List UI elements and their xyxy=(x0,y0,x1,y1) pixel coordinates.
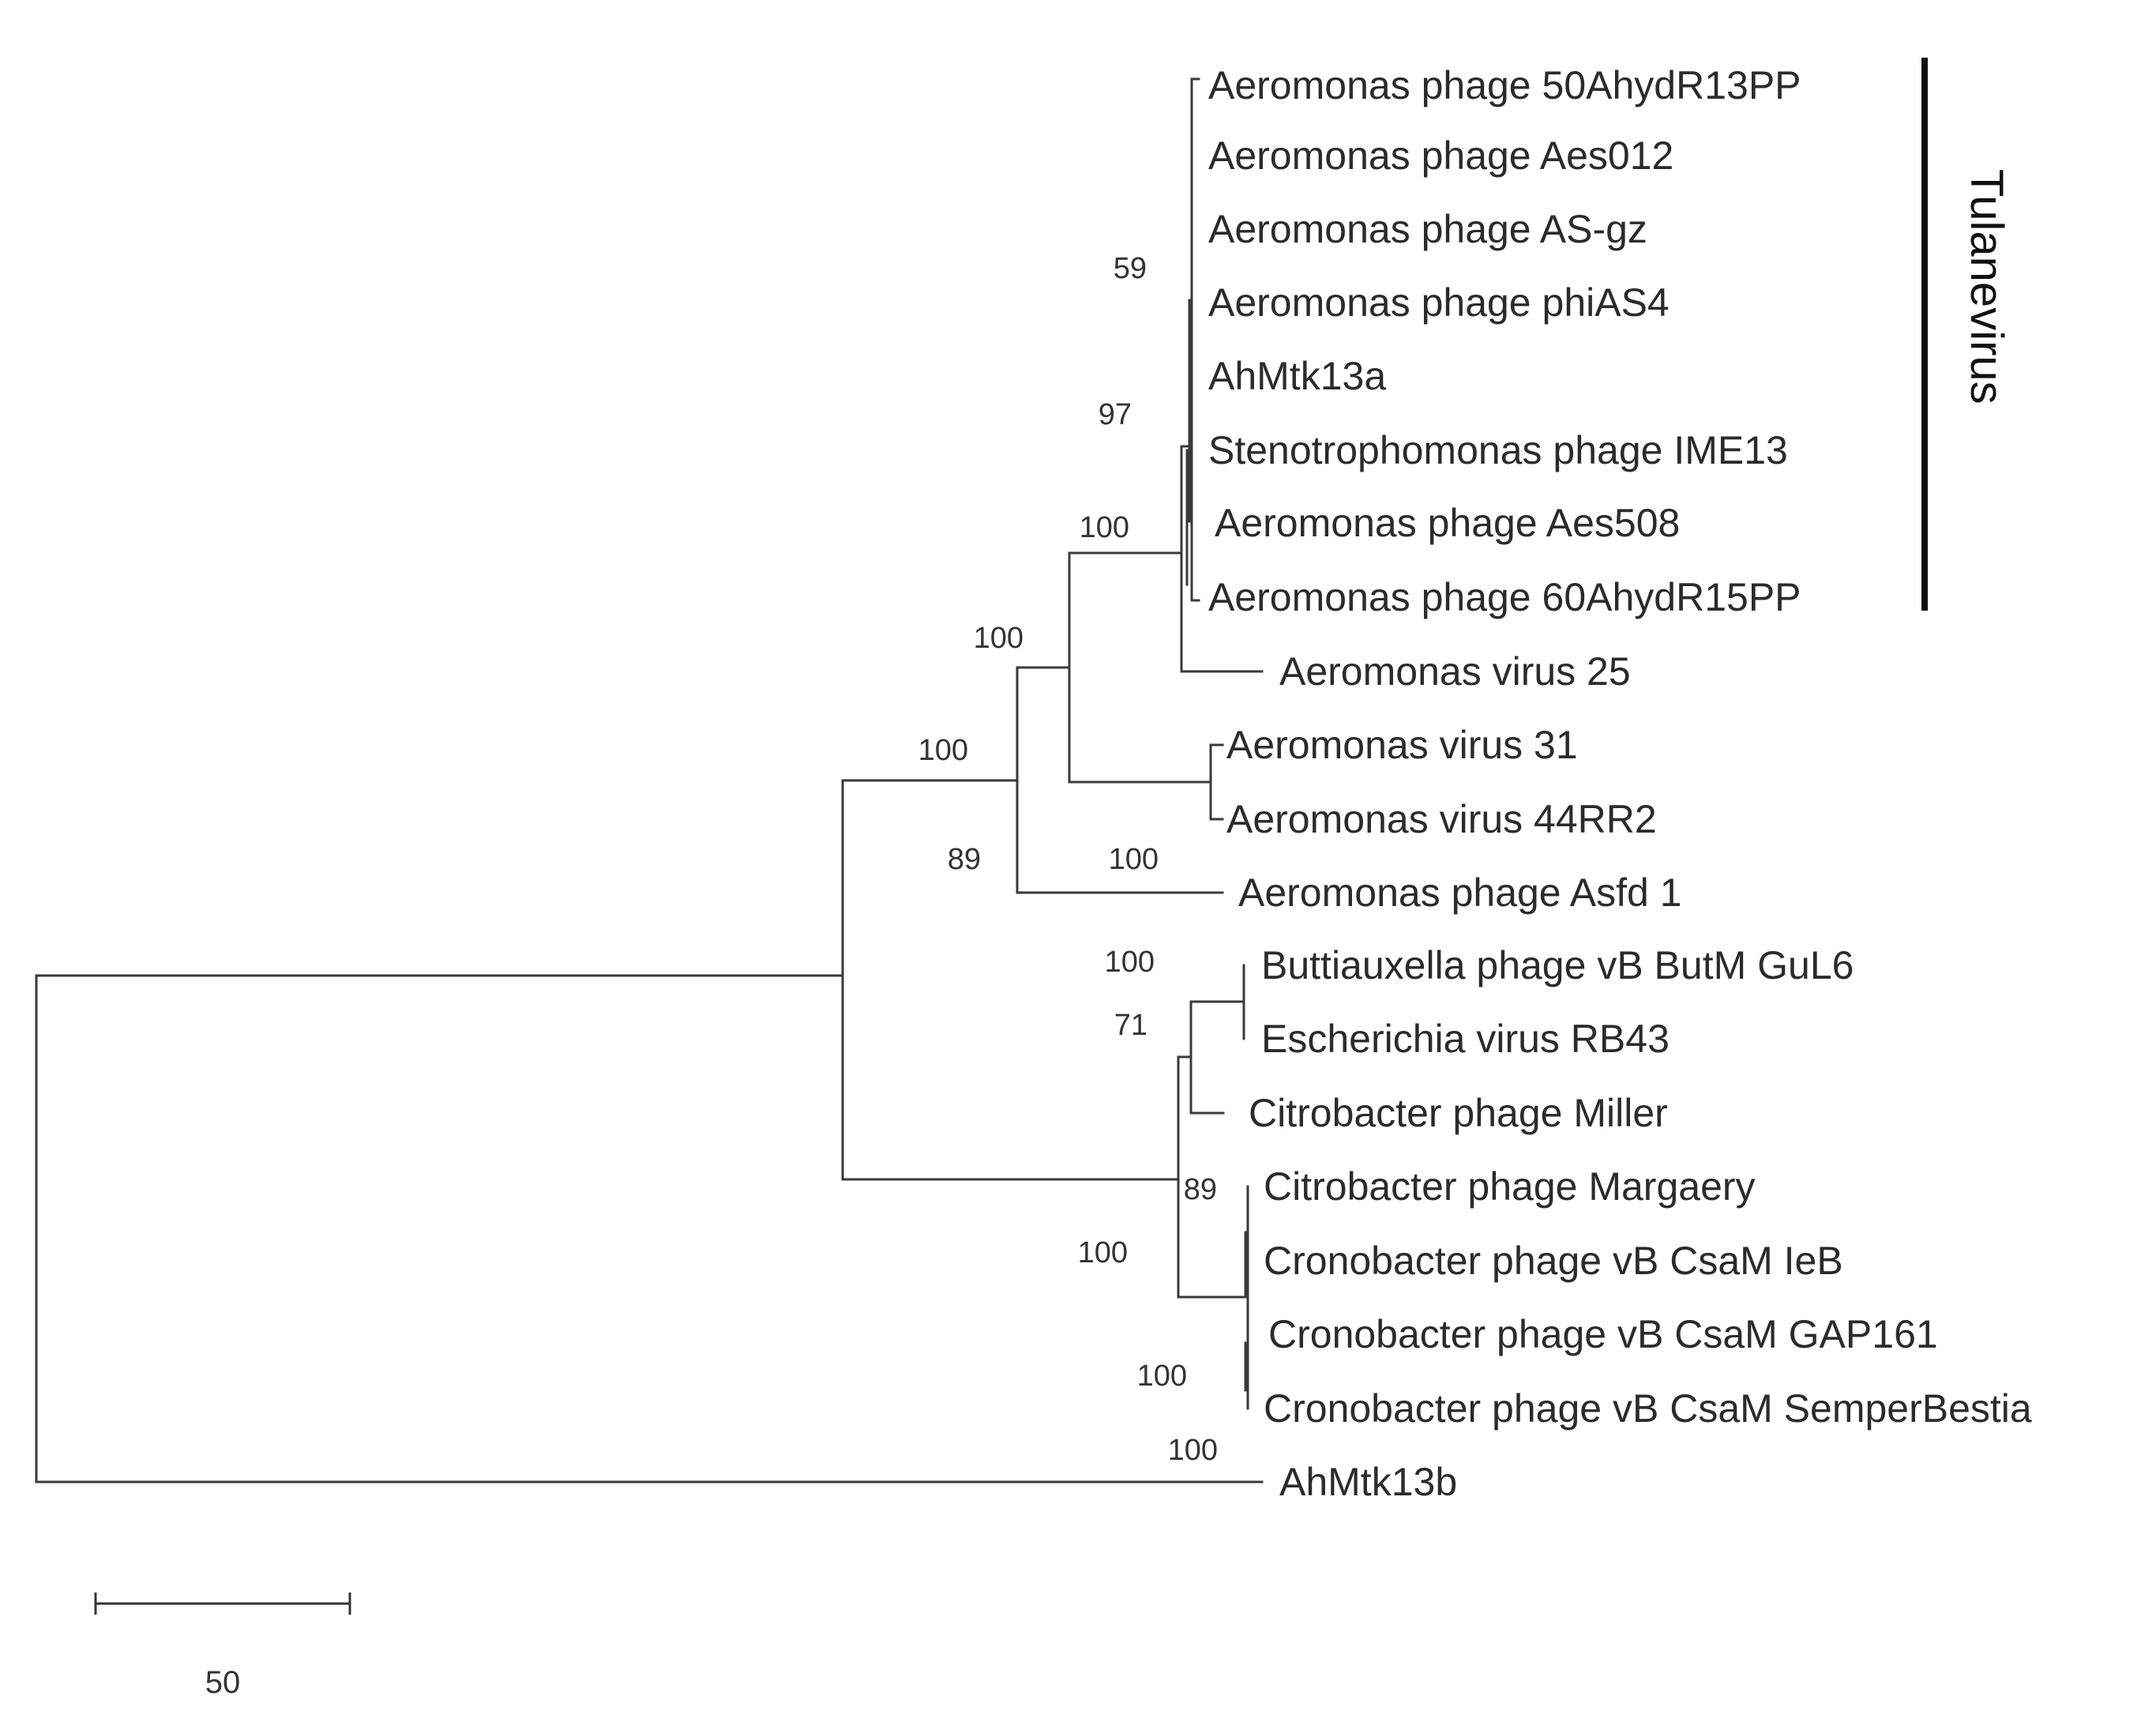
leaf-label-aeromonas-phage-phias4: Aeromonas phage phiAS4 xyxy=(1208,280,1670,325)
tree-branches xyxy=(35,77,1264,1483)
support-value: 100 xyxy=(918,734,968,767)
support-value: 100 xyxy=(974,622,1024,655)
leaf-label-aeromonas-phage-asfd-1: Aeromonas phage Asfd 1 xyxy=(1238,871,1682,915)
leaf-label-cronobacter-phage-vb-csam-ieb: Cronobacter phage vB CsaM IeB xyxy=(1264,1239,1843,1283)
support-value: 97 xyxy=(1099,398,1132,431)
support-value: 100 xyxy=(1080,511,1129,544)
support-value: 100 xyxy=(1105,946,1155,979)
leaf-label-cronobacter-phage-vb-csam-semperbestia: Cronobacter phage vB CsaM SemperBestia xyxy=(1264,1386,2032,1431)
scale-bar-label: 50 xyxy=(205,1665,241,1700)
leaf-label-citrobacter-phage-miller: Citrobacter phage Miller xyxy=(1249,1091,1668,1135)
leaf-label-aeromonas-phage-aes012: Aeromonas phage Aes012 xyxy=(1208,133,1673,178)
support-value: 71 xyxy=(1114,1009,1147,1042)
support-value: 59 xyxy=(1114,252,1147,285)
leaf-label-aeromonas-phage-50ahydr13pp: Aeromonas phage 50AhydR13PP xyxy=(1208,63,1801,107)
scale-bar: 50 xyxy=(94,1593,351,1700)
support-value: 100 xyxy=(1078,1236,1128,1269)
support-value: 100 xyxy=(1137,1359,1187,1393)
support-value: 89 xyxy=(948,843,981,876)
leaf-label-buttiauxella-phage-vb-butm-gul6: Buttiauxella phage vB ButM GuL6 xyxy=(1261,943,1854,987)
leaf-label-aeromonas-virus-44rr2: Aeromonas virus 44RR2 xyxy=(1226,797,1657,841)
support-values: 59 97 100 100 100 100 100 71 89 100 100 100 89 xyxy=(918,252,1218,1467)
leaf-label-aeromonas-virus-31: Aeromonas virus 31 xyxy=(1226,723,1578,767)
leaf-label-aeromonas-phage-as-gz: Aeromonas phage AS-gz xyxy=(1208,207,1647,251)
leaf-label-citrobacter-phage-margaery: Citrobacter phage Margaery xyxy=(1264,1164,1756,1209)
leaf-label-stenotrophomonas-phage-ime13: Stenotrophomonas phage IME13 xyxy=(1208,428,1788,472)
leaf-label-aeromonas-phage-aes508: Aeromonas phage Aes508 xyxy=(1215,501,1680,545)
support-value: 89 xyxy=(1184,1173,1217,1206)
leaf-label-escherichia-virus-rb43: Escherichia virus RB43 xyxy=(1261,1017,1670,1061)
clade-label: Tulanevirus xyxy=(1961,169,2012,404)
leaf-labels: Aeromonas phage 50AhydR13PP Aeromonas pha… xyxy=(1208,63,2032,1504)
leaf-label-ahmtk13b: AhMtk13b xyxy=(1279,1460,1457,1504)
leaf-label-ahmtk13a: AhMtk13a xyxy=(1208,354,1386,398)
support-value: 100 xyxy=(1109,843,1159,876)
support-value: 100 xyxy=(1168,1434,1218,1467)
leaf-label-aeromonas-phage-60ahydr15pp: Aeromonas phage 60AhydR15PP xyxy=(1208,575,1801,619)
leaf-label-aeromonas-virus-25: Aeromonas virus 25 xyxy=(1279,649,1631,694)
leaf-label-cronobacter-phage-vb-csam-gap161: Cronobacter phage vB CsaM GAP161 xyxy=(1268,1312,1938,1356)
